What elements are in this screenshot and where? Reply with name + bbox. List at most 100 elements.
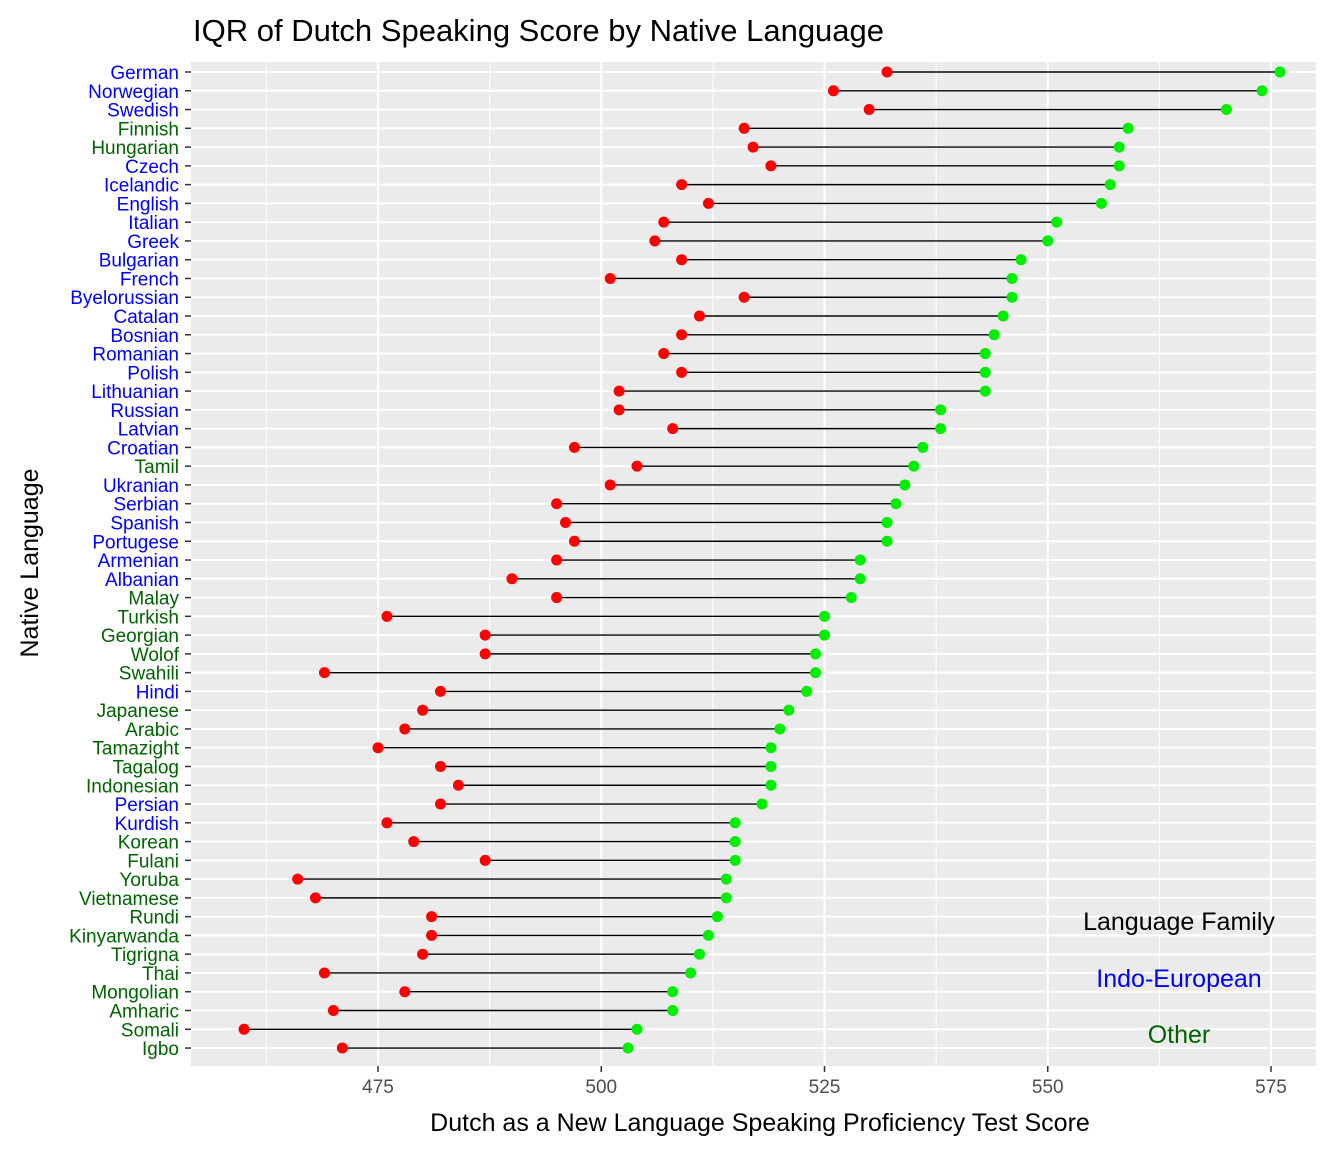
q3-point [685,967,697,979]
q1-point [568,441,580,453]
q3-point [1220,104,1232,116]
q3-point [720,873,732,885]
x-tick-marks [377,1066,1272,1072]
y-tick-labels: GermanNorwegianSwedishFinnishHungarianCz… [69,63,180,1060]
q3-point [1042,235,1054,247]
y-tick-label: Somali [121,1020,179,1041]
chart-title: IQR of Dutch Speaking Score by Native La… [193,13,884,48]
q1-point [435,685,447,697]
q1-point [452,779,464,791]
q3-point [854,554,866,566]
q3-point [1122,122,1134,134]
q1-point [693,310,705,322]
y-tick-label: Yoruba [119,870,179,891]
q3-point [729,854,741,866]
q3-point [1113,160,1125,172]
q3-point [1274,66,1286,78]
x-axis-label: Dutch as a New Language Speaking Profici… [430,1109,1090,1137]
y-tick-label: Korean [118,833,179,854]
legend-item-indo-european: Indo-European [1096,965,1261,993]
y-tick-label: Spanish [110,513,179,534]
y-tick-label: Albanian [105,570,179,591]
q3-point [1113,141,1125,153]
q1-point [408,836,420,848]
q3-point [979,385,991,397]
y-tick-label: Malay [128,589,179,610]
y-tick-label: Norwegian [88,82,179,103]
y-tick-label: Icelandic [104,176,179,197]
q3-point [667,1005,679,1016]
y-tick-label: Tamil [135,457,179,478]
y-tick-label: Amharic [109,1002,179,1023]
q3-point [783,704,795,716]
q3-point [1256,85,1268,97]
q3-point [881,535,893,547]
y-tick-label: Byelorussian [70,288,179,309]
y-tick-label: Serbian [114,495,180,516]
legend: Language Family Indo-European Other [1083,908,1275,1049]
x-tick-label: 475 [362,1077,394,1098]
y-tick-label: French [120,269,179,290]
q1-point [318,667,330,679]
q1-point [765,160,777,172]
y-tick-label: Portugese [92,532,179,553]
q1-point [568,535,580,547]
y-tick-label: Russian [110,401,179,422]
y-tick-label: Rundi [129,908,179,929]
q3-point [765,742,777,754]
y-tick-label: Armenian [98,551,179,572]
y-tick-label: Vietnamese [79,889,179,910]
y-tick-label: Kinyarwanda [69,926,179,947]
q1-point [372,742,384,754]
q1-point [327,1005,339,1016]
q3-point [979,348,991,360]
y-tick-label: Turkish [117,607,179,628]
q3-points [622,66,1286,1054]
y-tick-label: Italian [128,213,179,234]
q1-point [435,798,447,810]
q3-point [890,498,902,510]
q3-point [979,366,991,378]
q3-point [774,723,786,735]
x-tick-labels: 475 500 525 550 575 [362,1077,1287,1098]
q1-point [613,385,625,397]
y-tick-label: Greek [127,232,179,253]
x-tick-label: 575 [1255,1077,1287,1098]
q1-point [551,592,563,604]
q1-point [827,85,839,97]
q3-point [819,610,830,622]
q3-point [631,1023,643,1035]
q1-point [747,141,759,153]
q3-point [935,423,947,435]
q1-point [676,179,688,191]
x-tick-label: 525 [809,1077,841,1098]
q1-point [479,648,491,660]
q3-point [711,911,723,923]
y-tick-label: Indonesian [86,776,179,797]
y-tick-label: Hungarian [91,138,179,159]
q3-point [819,629,830,641]
q3-point [845,592,857,604]
q1-point [667,423,679,435]
q3-point [1104,179,1116,191]
q3-point [1006,272,1018,284]
y-tick-label: Wolof [131,645,180,666]
y-tick-label: Catalan [114,307,180,328]
q3-point [854,573,866,585]
y-tick-label: Tigrigna [111,945,179,966]
y-tick-label: Czech [125,157,179,178]
q1-point [479,629,491,641]
q3-point [1006,291,1018,303]
q1-point [381,610,393,622]
q1-point [604,479,616,491]
q1-point [309,892,321,904]
q3-point [1051,216,1063,228]
q1-point [881,66,893,78]
q1-point [613,404,625,416]
q3-point [765,760,777,772]
y-tick-label: German [110,63,179,84]
q1-point [702,197,714,209]
y-tick-label: Romanian [92,345,179,366]
y-tick-label: Persian [115,795,179,816]
